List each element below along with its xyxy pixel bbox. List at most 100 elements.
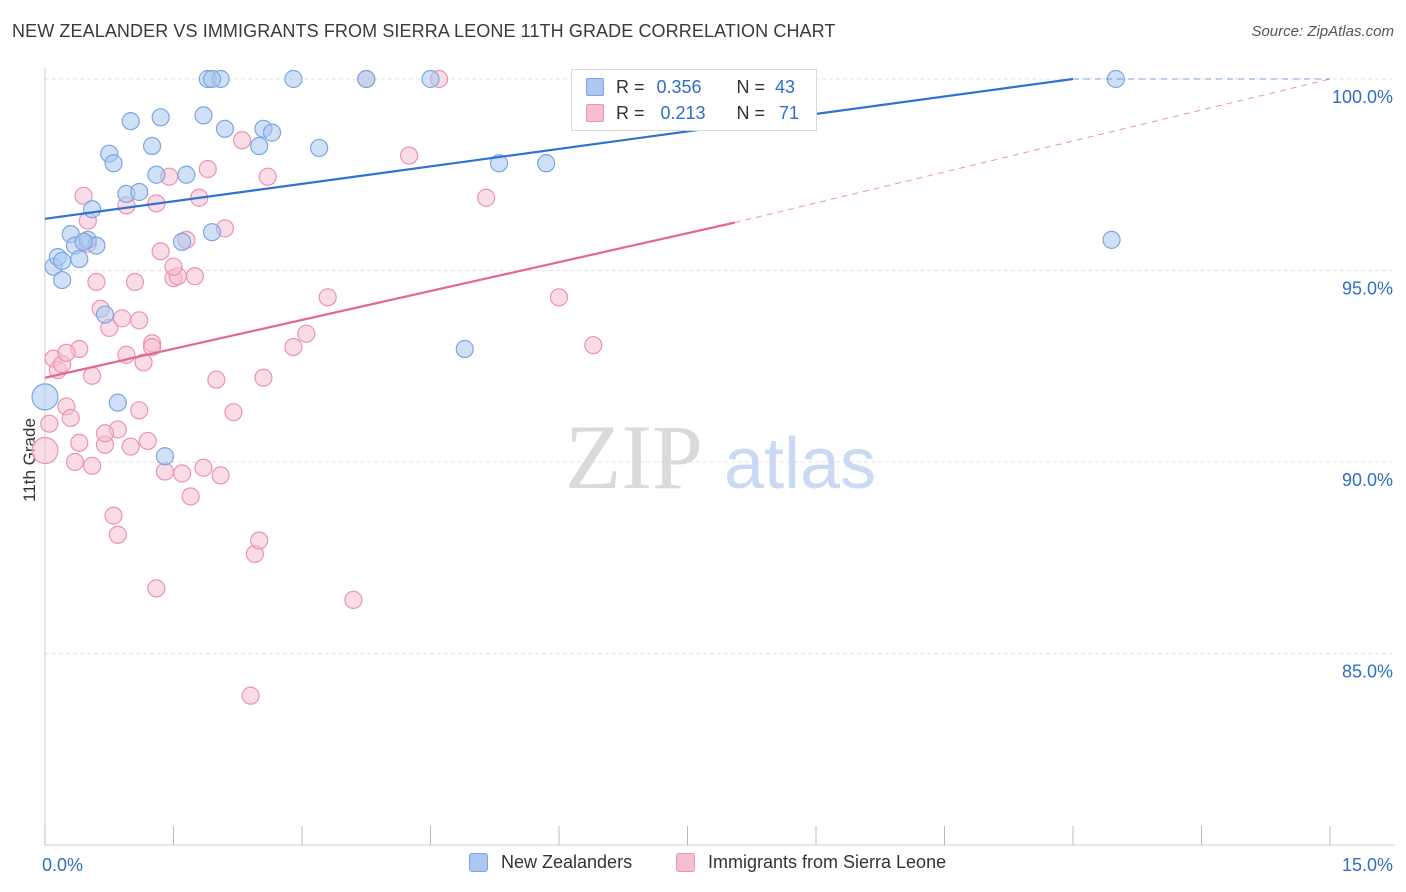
data-point-new-zealanders xyxy=(489,154,509,173)
data-point-new-zealanders xyxy=(202,223,222,242)
data-point-sierra-leone xyxy=(211,466,230,485)
legend-n-value: 43 xyxy=(775,76,796,97)
data-point-sierra-leone xyxy=(232,131,252,150)
legend-swatch-blue xyxy=(469,853,488,872)
data-point-new-zealanders xyxy=(151,108,170,127)
data-point-sierra-leone xyxy=(198,159,217,179)
data-point-sierra-leone xyxy=(155,462,175,481)
legend-item-sierra-leone[interactable]: Immigrants from Sierra Leone xyxy=(676,852,946,873)
y-tick-label: 90.0% xyxy=(1342,470,1393,490)
data-point-new-zealanders xyxy=(455,339,474,359)
series-sierra-leone-points xyxy=(31,69,740,705)
tick-labels: 85.0% 90.0% 95.0% 100.0% 0.0% 15.0% xyxy=(42,87,1393,875)
data-point-sierra-leone xyxy=(112,309,132,328)
data-point-new-zealanders xyxy=(53,270,72,290)
trend-line-new-zealanders xyxy=(44,77,1074,220)
y-tick-label: 100.0% xyxy=(1332,87,1393,107)
trend-line-sierra-leone xyxy=(44,221,735,379)
data-point-sierra-leone xyxy=(318,288,337,307)
data-point-new-zealanders xyxy=(194,106,213,125)
legend-swatch-pink xyxy=(586,104,604,122)
data-point-new-zealanders xyxy=(147,165,166,184)
data-point-sierra-leone xyxy=(61,408,80,428)
data-point-sierra-leone xyxy=(254,368,273,387)
legend-row-sierra-leone: R = 0.213 N = 71 xyxy=(586,101,799,125)
data-point-new-zealanders xyxy=(70,249,89,269)
data-point-new-zealanders xyxy=(357,69,376,89)
data-point-new-zealanders xyxy=(1102,230,1121,249)
data-point-sierra-leone xyxy=(40,414,59,433)
data-point-sierra-leone xyxy=(250,531,269,550)
legend-r-value: 0.213 xyxy=(660,102,706,123)
data-point-sierra-leone xyxy=(134,353,153,372)
series-new-zealanders-points xyxy=(31,69,1125,466)
data-point-sierra-leone xyxy=(83,366,102,385)
data-point-sierra-leone xyxy=(584,336,603,355)
data-point-new-zealanders xyxy=(108,393,127,412)
legend-row-new-zealanders: R = 0.356 N = 43 xyxy=(586,75,795,99)
x-tick-label: 0.0% xyxy=(42,855,83,875)
data-point-new-zealanders xyxy=(172,232,192,251)
legend-n-label: N = xyxy=(736,102,766,123)
data-point-sierra-leone xyxy=(65,452,85,472)
watermark-zip: ZIP xyxy=(565,406,703,508)
legend-swatch-pink xyxy=(676,853,695,872)
data-point-new-zealanders xyxy=(83,200,102,219)
data-point-new-zealanders xyxy=(53,251,72,271)
data-point-new-zealanders xyxy=(155,447,175,466)
data-point-new-zealanders xyxy=(130,182,149,202)
data-point-new-zealanders xyxy=(95,305,115,324)
data-point-sierra-leone xyxy=(95,424,115,443)
data-point-sierra-leone xyxy=(181,487,200,506)
data-point-sierra-leone xyxy=(57,343,76,362)
legend-r-label: R = xyxy=(616,76,645,97)
legend-item-new-zealanders[interactable]: New Zealanders xyxy=(469,852,632,873)
data-point-sierra-leone xyxy=(142,338,162,357)
data-point-sierra-leone xyxy=(147,579,166,598)
data-point-new-zealanders xyxy=(142,136,162,156)
data-point-sierra-leone xyxy=(297,324,316,343)
gridlines xyxy=(45,78,1395,654)
data-point-sierra-leone xyxy=(108,525,127,544)
data-point-new-zealanders xyxy=(537,154,556,173)
data-point-sierra-leone xyxy=(284,338,303,357)
data-point-new-zealanders xyxy=(215,119,234,138)
data-point-new-zealanders xyxy=(421,69,440,89)
data-point-sierra-leone xyxy=(194,458,213,477)
data-point-sierra-leone xyxy=(151,242,170,261)
stats-legend: R = 0.356 N = 43 R = 0.213 N = 71 xyxy=(571,69,817,131)
data-point-new-zealanders xyxy=(104,154,123,173)
y-tick-label: 95.0% xyxy=(1342,279,1393,299)
data-point-sierra-leone xyxy=(549,288,569,307)
data-point-sierra-leone xyxy=(258,167,277,186)
legend-label: Immigrants from Sierra Leone xyxy=(708,852,947,872)
data-point-sierra-leone xyxy=(83,456,102,475)
data-point-sierra-leone xyxy=(104,506,123,525)
data-point-sierra-leone xyxy=(344,590,363,609)
trend-lines xyxy=(44,77,1331,379)
legend-r-label: R = xyxy=(616,102,645,123)
data-point-sierra-leone xyxy=(70,433,89,452)
data-point-sierra-leone xyxy=(224,403,243,422)
legend-label: New Zealanders xyxy=(501,852,633,872)
data-point-new-zealanders xyxy=(202,69,222,89)
data-point-new-zealanders xyxy=(310,138,329,158)
legend-swatch-blue xyxy=(586,78,604,96)
x-tick-label: 15.0% xyxy=(1342,855,1393,875)
data-point-sierra-leone xyxy=(125,272,145,292)
data-point-sierra-leone xyxy=(207,370,226,389)
data-point-sierra-leone xyxy=(87,272,106,292)
data-point-new-zealanders xyxy=(74,232,93,251)
data-point-sierra-leone xyxy=(31,436,59,465)
data-point-sierra-leone xyxy=(399,146,419,165)
chart-title: NEW ZEALANDER VS IMMIGRANTS FROM SIERRA … xyxy=(12,21,836,41)
watermark-atlas: atlas xyxy=(724,424,876,504)
legend-n-label: N = xyxy=(736,76,766,97)
legend-r-value: 0.356 xyxy=(656,76,702,97)
data-point-sierra-leone xyxy=(477,188,496,207)
data-point-sierra-leone xyxy=(172,464,192,483)
data-point-sierra-leone xyxy=(130,311,149,330)
data-point-sierra-leone xyxy=(121,437,140,456)
data-point-sierra-leone xyxy=(164,257,183,276)
